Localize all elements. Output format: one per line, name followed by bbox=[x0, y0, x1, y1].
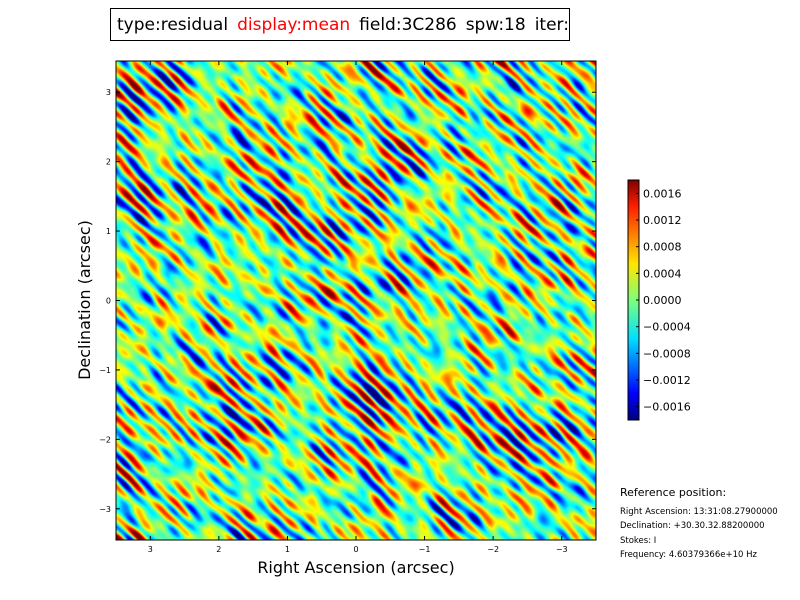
colorbar-tick-label: −0.0016 bbox=[643, 401, 691, 414]
colorbar-tick-label: −0.0008 bbox=[643, 347, 691, 360]
y-tick-label: 0 bbox=[106, 297, 111, 306]
reference-stokes: Stokes: I bbox=[620, 535, 657, 546]
residual-heatmap[interactable] bbox=[116, 61, 596, 540]
x-tick-label: 3 bbox=[148, 545, 153, 554]
reference-title: Reference position: bbox=[620, 486, 727, 499]
colorbar-ticks: 0.0016 0.0012 0.0008 0.0004 0.0000 −0.0004 −0.… bbox=[636, 187, 691, 414]
axes: 3 2 1 0 −1 −2 −3 3 2 1 0 −1 −2 −3 bbox=[99, 61, 596, 554]
y-tick-label: −3 bbox=[99, 505, 111, 514]
title-display[interactable]: display:mean bbox=[237, 14, 351, 35]
y-tick-label: 3 bbox=[106, 88, 111, 97]
x-tick-label: −1 bbox=[419, 545, 431, 554]
title-type: type:residual bbox=[117, 14, 229, 35]
x-tick-label: −3 bbox=[556, 545, 568, 554]
y-axis-label: Declination (arcsec) bbox=[75, 220, 94, 380]
colorbar-tick-label: 0.0004 bbox=[643, 267, 682, 280]
x-tick-label: 2 bbox=[216, 545, 221, 554]
title-spw: spw:18 bbox=[465, 14, 526, 35]
reference-ra: Right Ascension: 13:31:08.27900000 bbox=[620, 507, 778, 517]
colorbar-tick-label: −0.0012 bbox=[643, 374, 691, 387]
y-tick-label: 1 bbox=[106, 227, 111, 236]
image-title-bar: type:residual display:mean field:3C286 s… bbox=[110, 8, 570, 41]
x-tick-label: 0 bbox=[353, 545, 358, 554]
y-tick-label: −1 bbox=[99, 366, 111, 375]
reference-frequency: Frequency: 4.60379366e+10 Hz bbox=[620, 549, 757, 560]
colorbar-tick-label: 0.0008 bbox=[643, 241, 682, 254]
colorbar-tick-label: 0.0012 bbox=[643, 214, 682, 227]
x-tick-label: −2 bbox=[487, 545, 499, 554]
y-tick-label: 2 bbox=[106, 158, 111, 167]
reference-position-panel: Reference position: Right Ascension: 13:… bbox=[620, 486, 798, 562]
colorbar-tick-label: 0.0016 bbox=[643, 187, 682, 200]
y-tick-label: −2 bbox=[99, 435, 111, 444]
x-tick-label: 1 bbox=[285, 545, 290, 554]
reference-dec: Declination: +30.30.32.88200000 bbox=[620, 521, 765, 532]
colorbar-tick-label: −0.0004 bbox=[643, 321, 691, 334]
colorbar-tick-label: 0.0000 bbox=[643, 294, 682, 307]
x-axis-label: Right Ascension (arcsec) bbox=[257, 558, 454, 577]
title-field: field:3C286 bbox=[359, 14, 457, 35]
title-iter: iter:1 bbox=[534, 14, 569, 35]
